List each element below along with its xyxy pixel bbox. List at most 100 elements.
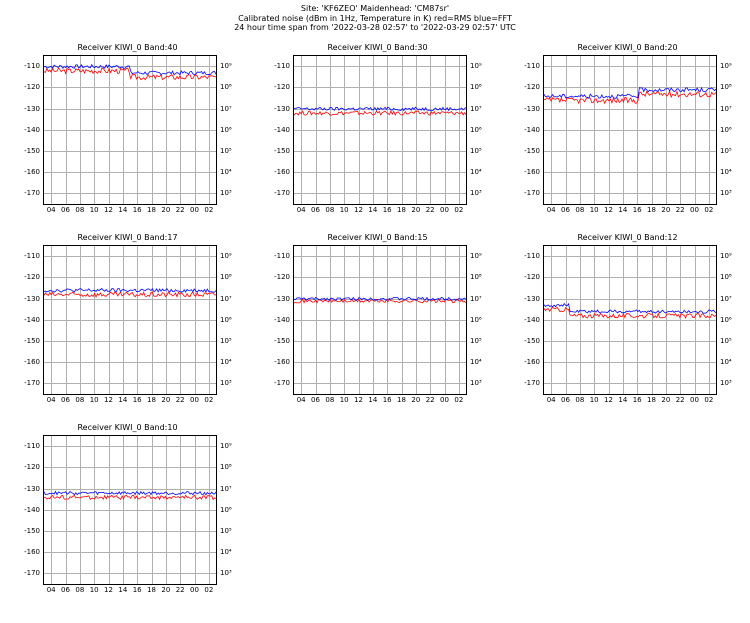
- xtick-label: 04: [297, 206, 306, 214]
- xtick-label: 18: [647, 206, 656, 214]
- xtick-label: 16: [133, 586, 142, 594]
- ytick-label: -140: [24, 316, 40, 324]
- ytick-label: -120: [274, 83, 290, 91]
- xtick-label: 04: [47, 206, 56, 214]
- y2tick-label: 10³: [470, 379, 482, 387]
- ytick-label: -170: [24, 379, 40, 387]
- xtick-label: 12: [104, 396, 113, 404]
- xtick-label: 22: [676, 206, 685, 214]
- series-svg: [44, 56, 216, 204]
- figure-header: Site: 'KF6ZEO' Maidenhead: 'CM87sr' Cali…: [0, 0, 750, 33]
- ytick-label: -170: [24, 569, 40, 577]
- xtick-label: 08: [75, 586, 84, 594]
- xtick-label: 14: [118, 206, 127, 214]
- y2tick-label: 10⁸: [720, 83, 732, 91]
- y2tick-label: 10⁵: [220, 527, 232, 535]
- ytick-label: -110: [274, 252, 290, 260]
- ytick-label: -150: [24, 337, 40, 345]
- y2tick-label: 10⁵: [470, 147, 482, 155]
- series-fft: [544, 303, 716, 313]
- plot-area: -11010⁹-12010⁸-13010⁷-14010⁶-15010⁵-1601…: [293, 245, 467, 395]
- ytick-label: -110: [274, 62, 290, 70]
- y2tick-label: 10⁴: [470, 168, 482, 176]
- ytick-label: -140: [24, 126, 40, 134]
- xtick-label: 22: [676, 396, 685, 404]
- xtick-label: 12: [604, 206, 613, 214]
- y2tick-label: 10⁸: [220, 83, 232, 91]
- panel-title: Receiver KIWI_0 Band:10: [5, 423, 250, 432]
- chart-panel: Receiver KIWI_0 Band:15 -11010⁹-12010⁸-13…: [255, 231, 500, 421]
- y2tick-label: 10⁵: [470, 337, 482, 345]
- xtick-label: 06: [561, 396, 570, 404]
- ytick-label: -160: [24, 548, 40, 556]
- series-rms: [294, 111, 466, 115]
- ytick-label: -110: [524, 62, 540, 70]
- y2tick-label: 10³: [470, 189, 482, 197]
- xtick-label: 04: [297, 396, 306, 404]
- header-line-2: Calibrated noise (dBm in 1Hz, Temperatur…: [0, 14, 750, 24]
- xtick-label: 00: [690, 396, 699, 404]
- ytick-label: -110: [24, 62, 40, 70]
- ytick-label: -160: [524, 358, 540, 366]
- xtick-label: 00: [190, 206, 199, 214]
- plot-area: -11010⁹-12010⁸-13010⁷-14010⁶-15010⁵-1601…: [543, 245, 717, 395]
- xtick-label: 02: [204, 586, 213, 594]
- y2tick-label: 10⁷: [720, 105, 732, 113]
- series-fft: [44, 288, 216, 292]
- xtick-label: 20: [161, 586, 170, 594]
- y2tick-label: 10³: [220, 569, 232, 577]
- ytick-label: -160: [24, 358, 40, 366]
- xtick-label: 18: [147, 206, 156, 214]
- xtick-label: 02: [204, 396, 213, 404]
- xtick-label: 10: [90, 586, 99, 594]
- xtick-label: 22: [426, 396, 435, 404]
- xtick-label: 18: [397, 396, 406, 404]
- xtick-label: 16: [133, 396, 142, 404]
- xtick-label: 20: [661, 206, 670, 214]
- y2tick-label: 10⁸: [220, 273, 232, 281]
- series-svg: [544, 246, 716, 394]
- ytick-label: -170: [274, 379, 290, 387]
- plot-area: -11010⁹-12010⁸-13010⁷-14010⁶-15010⁵-1601…: [293, 55, 467, 205]
- xtick-label: 16: [383, 206, 392, 214]
- xtick-label: 18: [647, 396, 656, 404]
- y2tick-label: 10³: [720, 189, 732, 197]
- xtick-label: 00: [190, 586, 199, 594]
- panel-title: Receiver KIWI_0 Band:15: [255, 233, 500, 242]
- y2tick-label: 10⁹: [220, 252, 232, 260]
- xtick-label: 14: [118, 396, 127, 404]
- xtick-label: 18: [397, 206, 406, 214]
- ytick-label: -130: [524, 295, 540, 303]
- y2tick-label: 10⁴: [720, 168, 732, 176]
- xtick-label: 12: [354, 206, 363, 214]
- y2tick-label: 10⁴: [470, 358, 482, 366]
- series-svg: [294, 56, 466, 204]
- y2tick-label: 10⁵: [220, 337, 232, 345]
- xtick-label: 00: [440, 396, 449, 404]
- y2tick-label: 10⁷: [470, 295, 482, 303]
- xtick-label: 00: [690, 206, 699, 214]
- ytick-label: -150: [24, 147, 40, 155]
- panel-grid: Receiver KIWI_0 Band:40-11010⁹-12010⁸-13…: [0, 33, 750, 611]
- xtick-label: 22: [176, 396, 185, 404]
- ytick-label: -110: [24, 252, 40, 260]
- y2tick-label: 10⁹: [220, 62, 232, 70]
- ytick-label: -120: [274, 273, 290, 281]
- series-svg: [544, 56, 716, 204]
- y2tick-label: 10⁸: [220, 463, 232, 471]
- xtick-label: 20: [161, 206, 170, 214]
- xtick-label: 14: [368, 206, 377, 214]
- xtick-label: 04: [547, 206, 556, 214]
- y2tick-label: 10⁹: [220, 442, 232, 450]
- series-fft: [294, 297, 466, 300]
- xtick-label: 08: [75, 396, 84, 404]
- ytick-label: -120: [524, 83, 540, 91]
- y2tick-label: 10⁹: [470, 62, 482, 70]
- panel-title: Receiver KIWI_0 Band:17: [5, 233, 250, 242]
- xtick-label: 00: [440, 206, 449, 214]
- ytick-label: -170: [24, 189, 40, 197]
- xtick-label: 10: [90, 396, 99, 404]
- y2tick-label: 10⁷: [470, 105, 482, 113]
- y2tick-label: 10³: [720, 379, 732, 387]
- ytick-label: -110: [524, 252, 540, 260]
